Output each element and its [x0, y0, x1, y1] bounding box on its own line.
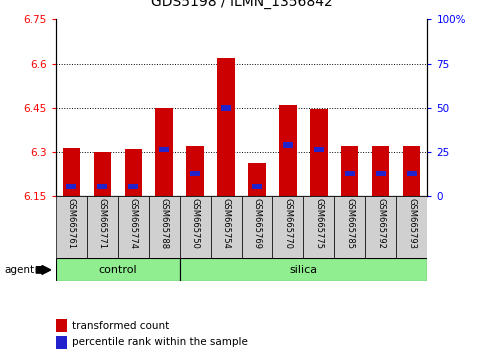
Text: GSM665792: GSM665792 [376, 198, 385, 249]
Bar [56, 319, 67, 332]
Bar [97, 184, 107, 189]
Bar [344, 171, 355, 176]
Bar [376, 171, 386, 176]
Text: GSM665785: GSM665785 [345, 198, 355, 249]
Bar [397, 196, 427, 258]
Text: GDS5198 / ILMN_1356842: GDS5198 / ILMN_1356842 [151, 0, 332, 9]
Text: GSM665775: GSM665775 [314, 198, 324, 249]
Bar [149, 196, 180, 258]
Text: GSM665793: GSM665793 [408, 198, 416, 249]
Bar [366, 196, 397, 258]
Bar [407, 171, 417, 176]
Bar [56, 258, 180, 281]
Text: transformed count: transformed count [72, 321, 170, 331]
Text: GSM665769: GSM665769 [253, 198, 261, 249]
Bar [158, 147, 170, 152]
Bar [190, 171, 200, 176]
Text: percentile rank within the sample: percentile rank within the sample [72, 337, 248, 347]
Bar [283, 142, 293, 148]
Bar [180, 258, 427, 281]
Bar [62, 148, 80, 196]
Bar [56, 196, 86, 258]
Bar [242, 196, 272, 258]
Bar [86, 196, 117, 258]
Bar [221, 105, 231, 111]
Bar [341, 146, 358, 196]
Bar [117, 196, 149, 258]
Bar [403, 146, 421, 196]
Text: GSM665788: GSM665788 [159, 198, 169, 250]
Bar [272, 196, 303, 258]
Bar [94, 152, 111, 196]
Bar [125, 149, 142, 196]
Bar [217, 58, 235, 196]
Bar [211, 196, 242, 258]
Bar [180, 196, 211, 258]
Bar [56, 336, 67, 349]
Text: control: control [98, 265, 137, 275]
Bar [248, 162, 266, 196]
Bar [303, 196, 334, 258]
Bar [372, 146, 389, 196]
Text: GSM665754: GSM665754 [222, 198, 230, 249]
Text: GSM665771: GSM665771 [98, 198, 107, 249]
Text: GSM665761: GSM665761 [67, 198, 75, 249]
Bar [186, 146, 203, 196]
Bar [128, 184, 139, 189]
Bar [156, 108, 172, 196]
Bar [252, 184, 262, 189]
Text: GSM665750: GSM665750 [190, 198, 199, 249]
Text: GSM665774: GSM665774 [128, 198, 138, 249]
Bar [313, 147, 325, 152]
Bar [334, 196, 366, 258]
Text: GSM665770: GSM665770 [284, 198, 293, 249]
Text: agent: agent [5, 265, 35, 275]
Bar [311, 109, 327, 196]
Bar [280, 105, 297, 196]
Text: silica: silica [289, 265, 317, 275]
Bar [66, 184, 76, 189]
